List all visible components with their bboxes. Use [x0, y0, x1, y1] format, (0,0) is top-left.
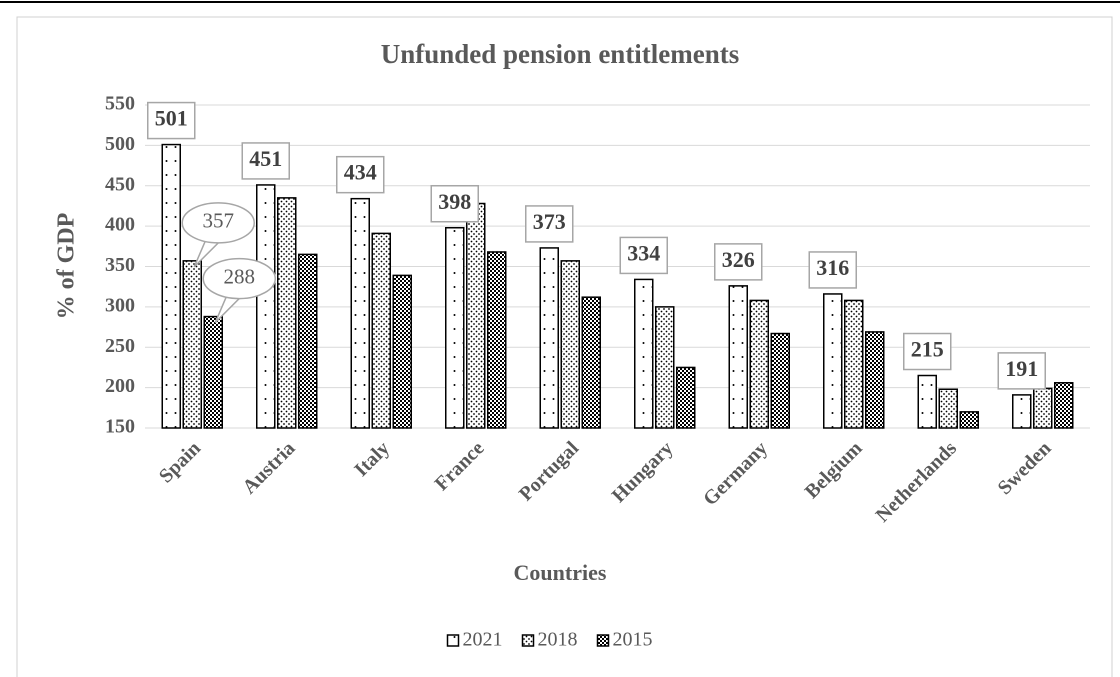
- bar: [560, 260, 580, 429]
- data-label: 434: [336, 155, 385, 194]
- x-tick-label: Germany: [699, 437, 772, 510]
- y-tick-label: 350: [105, 254, 135, 276]
- bar: [203, 315, 223, 429]
- bar: [844, 299, 864, 429]
- y-tick-label: 400: [105, 214, 135, 236]
- bar: [770, 332, 790, 429]
- y-tick-label: 300: [105, 294, 135, 316]
- legend-swatch: [596, 634, 610, 647]
- data-label-box: [430, 184, 479, 223]
- x-tick-label: Hungary: [608, 437, 678, 507]
- bar: [676, 366, 696, 429]
- x-tick-label: Austria: [238, 437, 299, 498]
- x-tick-label: Belgium: [801, 437, 867, 503]
- data-label-box: [714, 243, 763, 281]
- data-label-text: 398: [438, 189, 471, 214]
- bar: [445, 226, 465, 429]
- legend-label: 2015: [613, 629, 653, 651]
- data-label-text: 451: [249, 146, 282, 171]
- legend-label: 2021: [463, 629, 503, 651]
- data-label: 398: [430, 184, 479, 223]
- data-label-box: [336, 155, 385, 194]
- bar: [1012, 394, 1032, 429]
- data-label-box: [525, 205, 574, 243]
- data-label-text: 288: [224, 264, 256, 288]
- y-tick-label: 500: [105, 133, 135, 155]
- x-tick-label: Italy: [350, 437, 394, 481]
- y-tick-label: 550: [105, 93, 135, 115]
- data-label-box: [241, 142, 290, 180]
- bar: [539, 247, 559, 429]
- x-tick-label: France: [431, 437, 489, 495]
- y-tick-label: 250: [105, 335, 135, 357]
- bar: [917, 374, 937, 429]
- data-label: 501: [147, 101, 196, 140]
- data-label-text: 334: [627, 240, 660, 265]
- frame: [16, 16, 1113, 677]
- bar: [392, 274, 412, 429]
- data-label-box: [147, 101, 196, 140]
- x-tick-label: Portugal: [515, 437, 584, 506]
- data-label-box: [808, 251, 857, 289]
- data-label-text: 501: [155, 106, 188, 131]
- data-label: 326: [714, 243, 763, 281]
- bar: [350, 197, 370, 429]
- data-label-box: [619, 236, 668, 275]
- bar: [256, 184, 276, 429]
- bar: [959, 411, 979, 429]
- x-tick-label: Sweden: [994, 437, 1056, 499]
- x-tick-label: Netherlands: [872, 437, 962, 527]
- data-label: 316: [808, 251, 857, 289]
- bar: [182, 260, 202, 429]
- bar: [823, 293, 843, 429]
- bar: [487, 251, 507, 429]
- bar: [161, 143, 181, 429]
- data-label: 191: [997, 352, 1046, 390]
- data-label-text: 191: [1005, 356, 1038, 381]
- bar: [1054, 382, 1074, 429]
- bar: [749, 299, 769, 429]
- bar: [1033, 387, 1053, 429]
- data-label: 451: [241, 142, 290, 180]
- callout: 288: [202, 257, 276, 324]
- bar: [277, 197, 297, 429]
- y-tick-label: 450: [105, 173, 135, 195]
- callout-bubble: [181, 202, 255, 244]
- y-tick-label: 150: [105, 416, 135, 438]
- bar: [728, 285, 748, 429]
- data-label-text: 316: [816, 255, 849, 280]
- bar: [655, 306, 675, 429]
- chart-title: Unfunded pension entitlements: [381, 39, 740, 69]
- bar: [938, 388, 958, 429]
- y-axis-title: % of GDP: [54, 213, 80, 320]
- data-label-text: 326: [722, 247, 755, 272]
- data-label-text: 215: [911, 337, 944, 362]
- data-label: 334: [619, 236, 668, 275]
- bar: [865, 331, 885, 429]
- data-label-text: 434: [344, 160, 377, 185]
- data-label: 215: [903, 332, 952, 371]
- bar: [634, 278, 654, 429]
- x-tick-label: Spain: [155, 437, 205, 487]
- callout-bubble: [202, 257, 276, 300]
- data-label-text: 357: [203, 209, 235, 233]
- legend-swatch: [521, 634, 535, 647]
- bar: [581, 296, 601, 429]
- bar: [466, 202, 486, 429]
- legend-swatch: [446, 634, 460, 647]
- bar: [298, 253, 318, 429]
- callout: 357: [181, 202, 255, 268]
- data-label-text: 373: [533, 209, 566, 234]
- legend-label: 2018: [538, 629, 578, 651]
- data-label-box: [997, 352, 1046, 390]
- y-tick-label: 200: [105, 375, 135, 397]
- x-axis-title: Countries: [514, 560, 607, 585]
- bar: [371, 232, 391, 429]
- data-label-box: [903, 332, 952, 371]
- data-label: 373: [525, 205, 574, 243]
